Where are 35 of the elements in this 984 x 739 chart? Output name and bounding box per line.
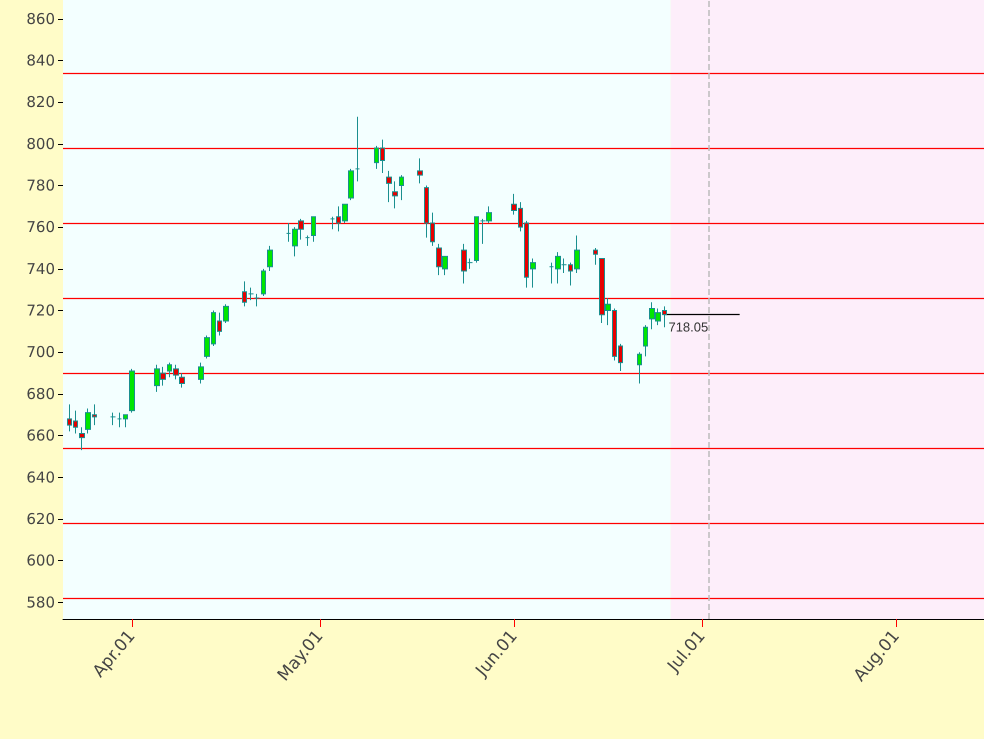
candlestick bbox=[417, 158, 423, 184]
candlestick bbox=[79, 426, 85, 451]
y-tick-label: 720 bbox=[26, 302, 55, 320]
candlestick bbox=[386, 170, 392, 203]
y-tick-label: 820 bbox=[26, 93, 55, 112]
y-tick-label: 620 bbox=[26, 510, 55, 528]
candlestick bbox=[311, 216, 316, 242]
candlestick bbox=[348, 168, 354, 201]
y-tick-label: 580 bbox=[26, 593, 55, 612]
candlestick bbox=[198, 362, 204, 384]
candlestick bbox=[593, 248, 598, 266]
y-tick-label: 740 bbox=[26, 260, 55, 278]
y-tick-label: 680 bbox=[26, 384, 55, 403]
y-tick-label: 840 bbox=[26, 51, 55, 70]
candlestick bbox=[129, 368, 135, 414]
y-tick-label: 800 bbox=[26, 134, 55, 153]
y-tick-label: 660 bbox=[26, 426, 55, 445]
candlestick bbox=[355, 116, 360, 182]
y-tick-label: 600 bbox=[26, 552, 55, 570]
y-tick-label: 780 bbox=[26, 176, 55, 194]
candlestick bbox=[261, 268, 266, 296]
candlestick bbox=[254, 293, 260, 307]
candlestick bbox=[399, 174, 404, 201]
candlestick bbox=[110, 412, 116, 426]
y-tick-label: 640 bbox=[26, 468, 55, 486]
candlestick bbox=[392, 180, 398, 209]
candlestick bbox=[643, 324, 648, 357]
y-tick-label: 760 bbox=[26, 218, 55, 236]
candlestick bbox=[305, 235, 310, 246]
annotation: 718.05 bbox=[668, 320, 708, 335]
candlestick bbox=[267, 245, 273, 272]
candlestick bbox=[637, 352, 642, 384]
candlestick bbox=[179, 372, 185, 388]
y-tick-label: 860 bbox=[26, 10, 55, 28]
y-tick-label: 700 bbox=[26, 343, 55, 362]
